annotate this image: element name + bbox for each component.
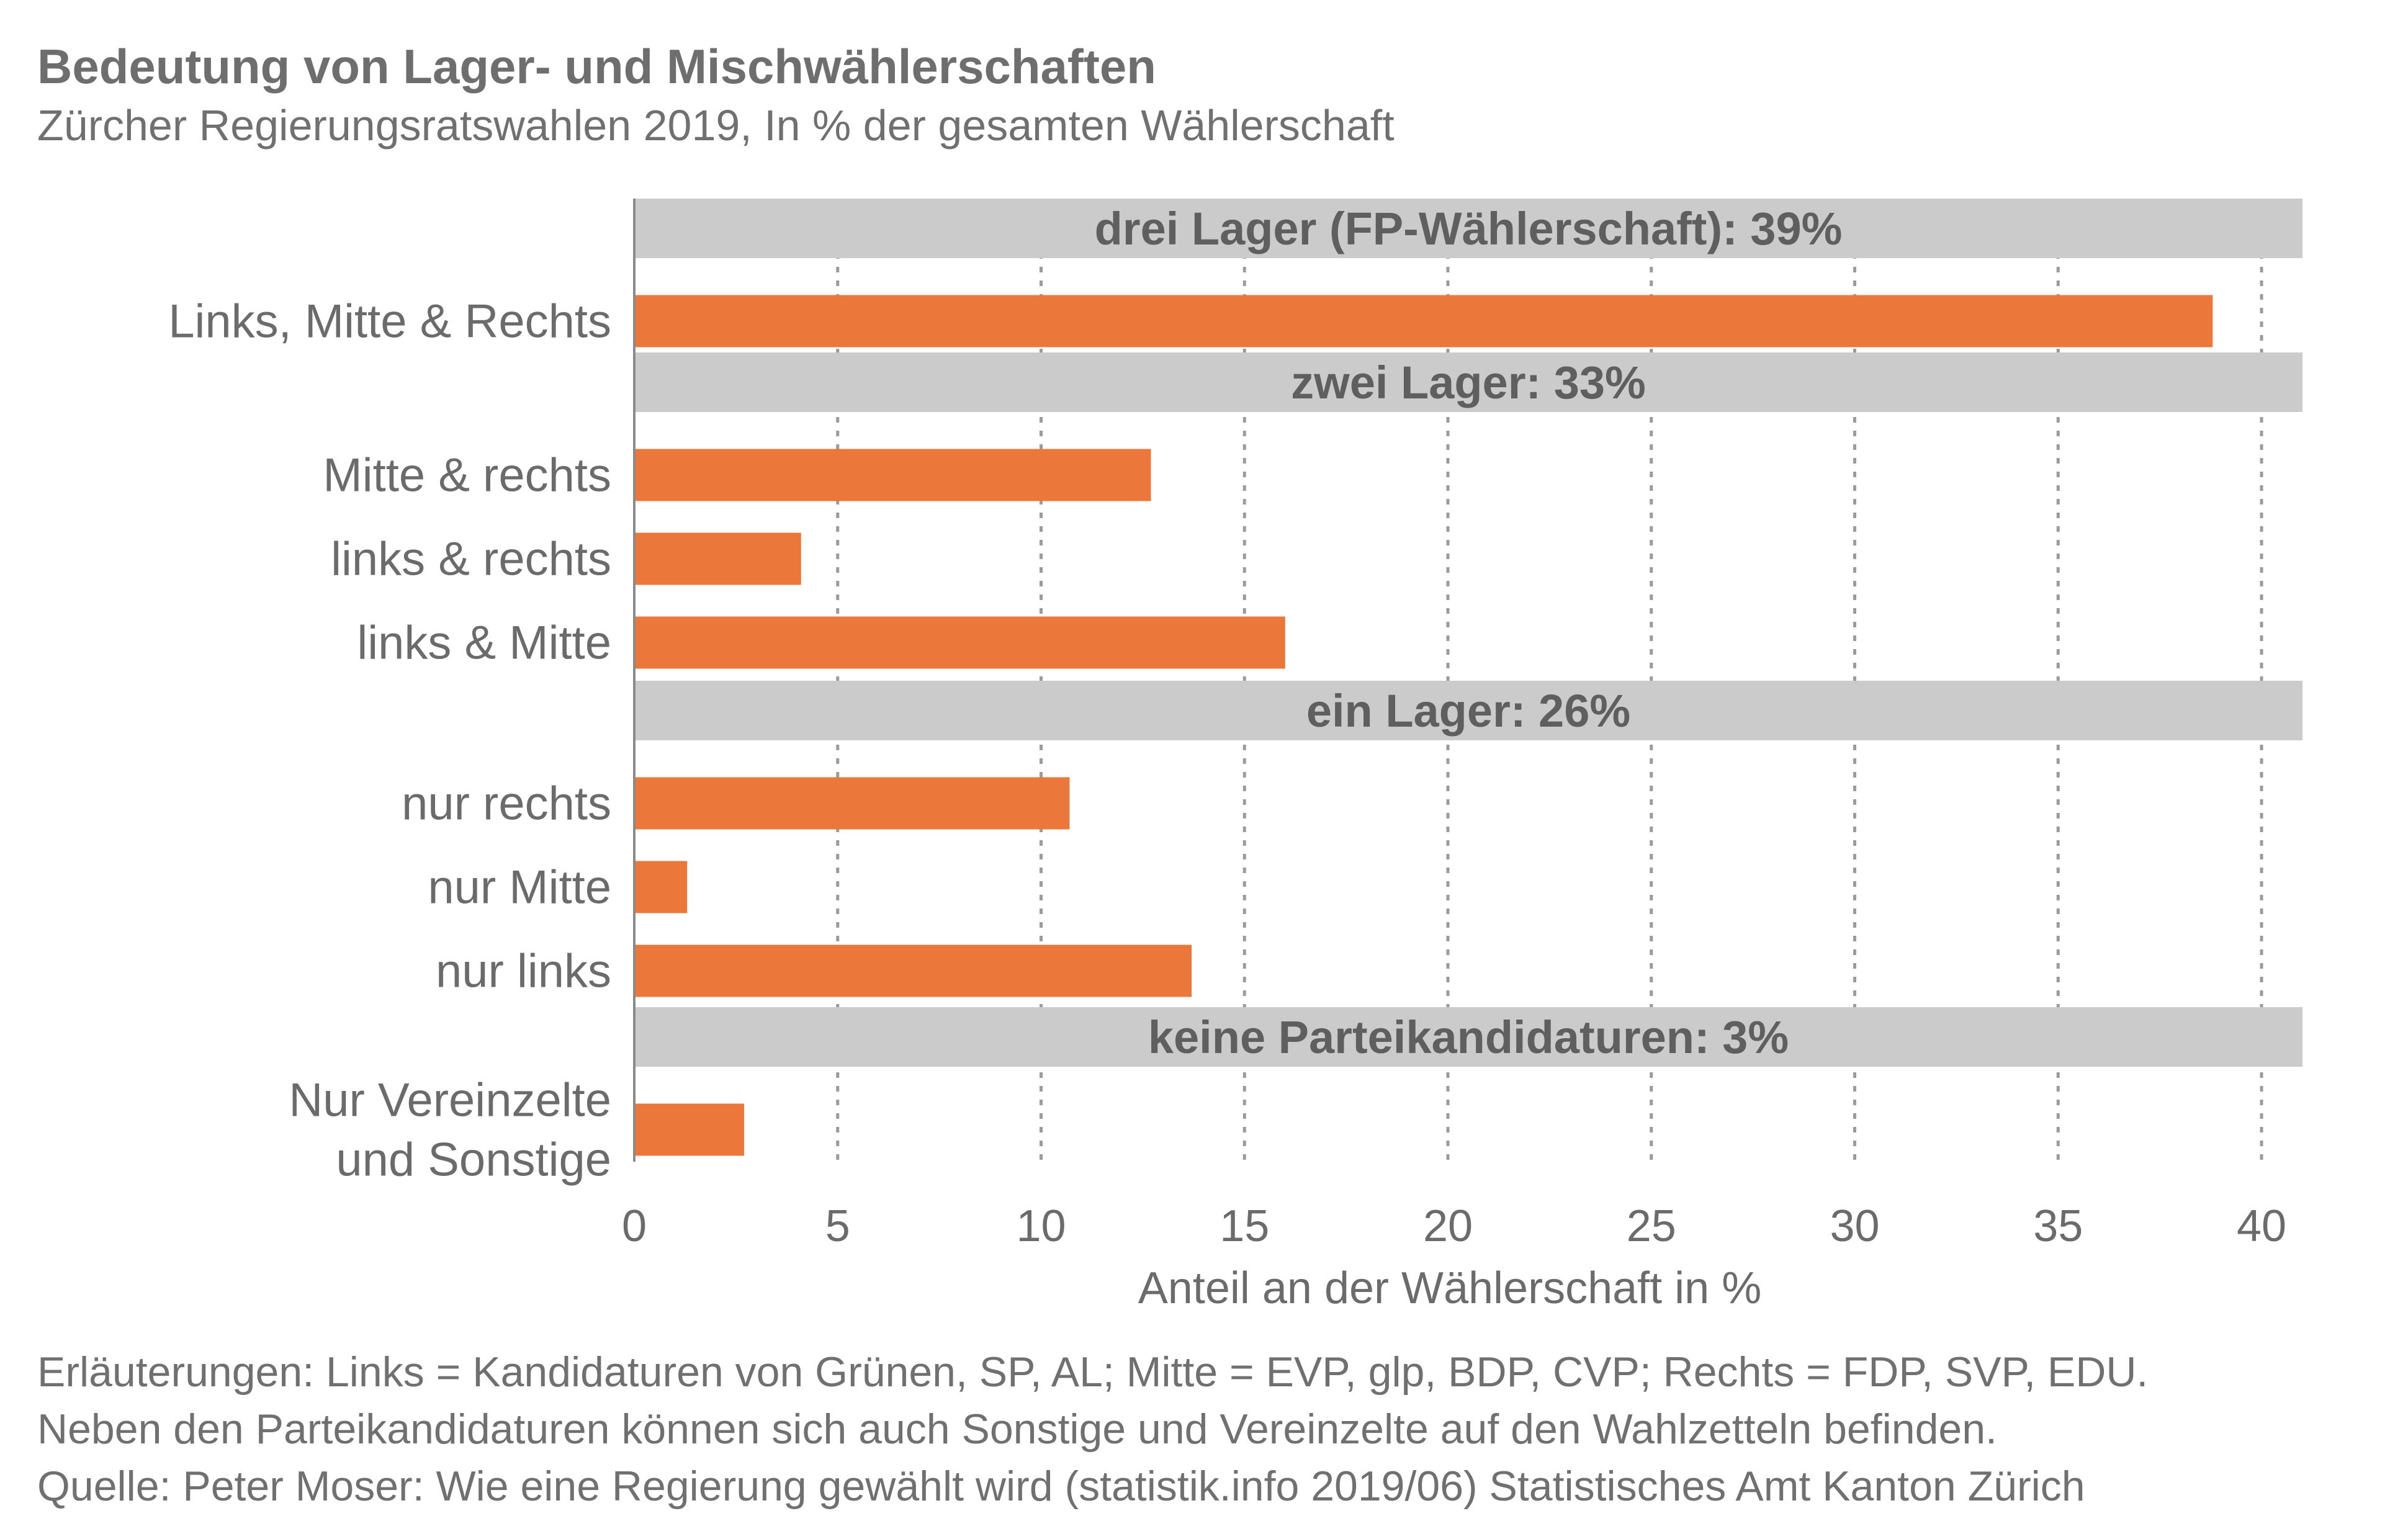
group-label: zwei Lager: 33% — [1291, 357, 1646, 408]
bars — [634, 295, 2213, 1156]
bar-chart: drei Lager (FP-Wählerschaft): 39% zwei La… — [168, 199, 2302, 1313]
bar — [634, 1103, 744, 1156]
category-label: Mitte & rechts — [323, 449, 611, 502]
gridlines — [836, 199, 2263, 1162]
x-tick-label: 5 — [825, 1201, 850, 1251]
group-band — [634, 681, 2302, 740]
category-labels: Links, Mitte & Rechts Mitte & rechts links… — [168, 295, 611, 1186]
bar — [634, 616, 1285, 669]
category-label: Nur Vereinzelte und Sonstige — [289, 1074, 611, 1186]
x-tick-label: 35 — [2033, 1201, 2083, 1251]
x-tick-label: 0 — [622, 1201, 647, 1251]
x-tick-label: 20 — [1423, 1201, 1473, 1251]
bar — [634, 861, 688, 913]
bar — [634, 449, 1151, 501]
chart-subtitle: Zürcher Regierungsratswahlen 2019, In % … — [37, 101, 1395, 150]
note-other-candidates: Neben den Parteikandidaturen können sich… — [37, 1406, 1997, 1453]
category-label: Links, Mitte & Rechts — [168, 295, 611, 348]
note-explanation: Erläuterungen: Links = Kandidaturen von … — [37, 1348, 2149, 1396]
category-label: links & Mitte — [357, 617, 611, 670]
x-tick-label: 10 — [1016, 1201, 1066, 1251]
category-label: nur links — [436, 945, 611, 998]
group-label: ein Lager: 26% — [1306, 685, 1630, 737]
bar — [634, 944, 1192, 997]
x-tick-label: 15 — [1220, 1201, 1269, 1251]
chart-title: Bedeutung von Lager- und Mischwählerscha… — [37, 39, 1156, 94]
x-axis-label: Anteil an der Wählerschaft in % — [1138, 1263, 1761, 1313]
category-label: nur rechts — [402, 778, 611, 830]
bar — [634, 777, 1070, 830]
x-axis-ticks: 0 5 10 15 20 25 30 35 40 — [622, 1201, 2286, 1251]
group-band — [634, 352, 2302, 412]
group-band — [634, 1007, 2302, 1067]
x-tick-label: 30 — [1830, 1201, 1879, 1251]
group-label: keine Parteikandidaturen: 3% — [1148, 1011, 1789, 1063]
note-source: Quelle: Peter Moser: Wie eine Regierung … — [37, 1463, 2085, 1510]
chart-notes: Erläuterungen: Links = Kandidaturen von … — [37, 1343, 2148, 1515]
group-bands: drei Lager (FP-Wählerschaft): 39% zwei La… — [634, 199, 2302, 1067]
x-tick-label: 40 — [2237, 1201, 2286, 1251]
bar — [634, 532, 801, 585]
category-label: links & rechts — [331, 533, 611, 586]
x-tick-label: 25 — [1627, 1201, 1676, 1251]
category-label: nur Mitte — [428, 861, 611, 914]
group-label: drei Lager (FP-Wählerschaft): 39% — [1095, 203, 1843, 254]
bar — [634, 295, 2213, 348]
group-band — [634, 199, 2302, 258]
